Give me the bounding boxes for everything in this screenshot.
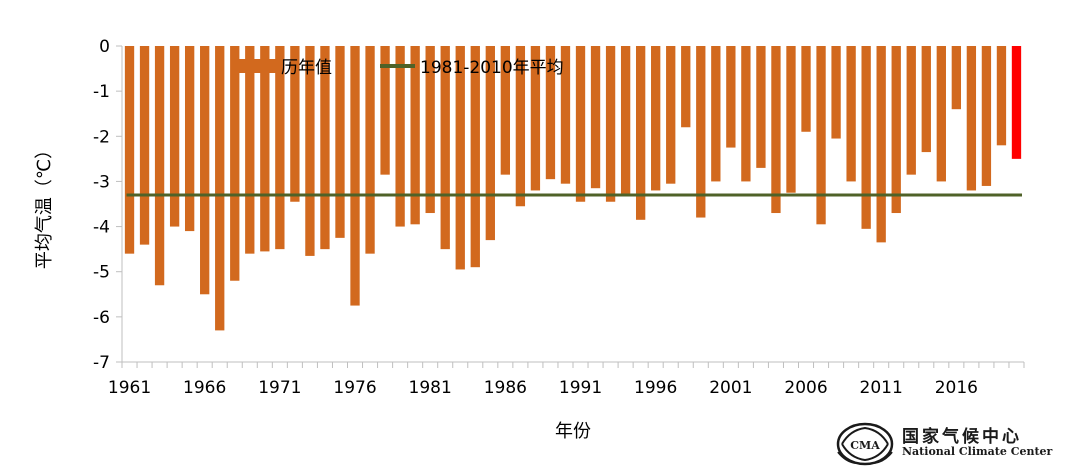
bar-2011 xyxy=(876,46,886,243)
legend: 历年值 1981-2010年平均 xyxy=(238,58,564,78)
bar-2005 xyxy=(786,46,796,193)
bar-2012 xyxy=(891,46,901,214)
bar-1999 xyxy=(696,46,706,218)
y-tick-label: -2 xyxy=(93,127,110,147)
bar-1990 xyxy=(560,46,571,184)
bar-1989 xyxy=(545,46,556,180)
bar-1998 xyxy=(681,46,691,128)
bar-1962 xyxy=(139,46,150,245)
bar-2013 xyxy=(906,46,916,175)
bar-2001 xyxy=(726,46,736,148)
y-tick-label: -4 xyxy=(93,218,110,238)
bar-1981 xyxy=(425,46,435,214)
x-tick-label: 1971 xyxy=(258,378,301,398)
bar-1997 xyxy=(666,46,676,184)
bar-1984 xyxy=(470,46,480,268)
x-tick-label: 1986 xyxy=(484,378,527,398)
bar-2006 xyxy=(801,46,811,132)
bar-1970 xyxy=(260,46,270,252)
y-tick-label: -1 xyxy=(93,82,110,102)
legend-label-bars: 历年值 xyxy=(281,58,332,78)
y-tick-label: 0 xyxy=(99,37,110,57)
x-tick-label: 2001 xyxy=(709,378,752,398)
y-tick-label: -6 xyxy=(93,308,110,328)
bar-2002 xyxy=(741,46,751,182)
bar-2007 xyxy=(816,46,826,225)
bar-1983 xyxy=(455,46,465,270)
bar-1994 xyxy=(620,46,631,195)
bar-1979 xyxy=(395,46,405,227)
bar-1965 xyxy=(184,46,195,232)
svg-text:CMA: CMA xyxy=(850,439,880,452)
bar-1961 xyxy=(124,46,135,254)
bar-1987 xyxy=(515,46,526,207)
x-tick-label: 2011 xyxy=(860,378,903,398)
bar-2009 xyxy=(846,46,856,182)
bar-2016 xyxy=(951,46,962,110)
bar-1974 xyxy=(320,46,330,250)
bar-1993 xyxy=(605,46,616,202)
bar-2010 xyxy=(861,46,871,229)
bar-1968 xyxy=(230,46,240,281)
x-tick-label: 1996 xyxy=(634,378,677,398)
legend-label-line: 1981-2010年平均 xyxy=(420,58,564,78)
bar-2014 xyxy=(921,46,931,153)
bar-2003 xyxy=(756,46,766,168)
bar-2000 xyxy=(711,46,721,182)
bar-2004 xyxy=(771,46,781,214)
x-axis: 1961 1966 1971 1976 1981 1986 1991 1996 2001 2006… xyxy=(108,361,1025,398)
bar-2018 xyxy=(981,46,992,186)
y-tick-label: -3 xyxy=(93,172,110,192)
bar-1985 xyxy=(485,46,495,241)
y-tick-label: -5 xyxy=(93,263,110,283)
bar-1964 xyxy=(169,46,180,227)
x-axis-title: 年份 xyxy=(555,421,591,442)
bar-1973 xyxy=(305,46,315,256)
x-tick-label: 1976 xyxy=(333,378,376,398)
bar-1978 xyxy=(380,46,390,175)
y-axis-title: 平均气温（℃） xyxy=(34,141,55,269)
bar-1992 xyxy=(590,46,601,189)
logo-text-cn: 国家气候中心 xyxy=(902,427,1022,447)
bar-1991 xyxy=(575,46,586,202)
x-tick-label: 1961 xyxy=(108,378,151,398)
x-tick-label: 1991 xyxy=(559,378,602,398)
x-tick-label: 2016 xyxy=(935,378,978,398)
bar-2020 xyxy=(1011,46,1022,159)
bar-1995 xyxy=(635,46,646,220)
bar-1977 xyxy=(365,46,375,254)
logo-text-en: National Climate Center xyxy=(902,445,1053,458)
bar-2008 xyxy=(831,46,841,139)
bar-2015 xyxy=(936,46,946,182)
bar-1996 xyxy=(651,46,661,191)
bar-1982 xyxy=(440,46,450,250)
bar-1976 xyxy=(350,46,360,306)
x-tick-label: 1966 xyxy=(183,378,226,398)
bar-1975 xyxy=(335,46,345,238)
bars xyxy=(124,46,1022,331)
bar-1966 xyxy=(200,46,210,295)
bar-2019 xyxy=(996,46,1007,146)
bar-1967 xyxy=(215,46,225,331)
y-tick-label: -7 xyxy=(93,353,110,373)
bar-1972 xyxy=(290,46,300,202)
x-tick-label: 1981 xyxy=(409,378,452,398)
legend-swatch-bars xyxy=(238,59,276,73)
bar-2017 xyxy=(966,46,977,191)
ncc-logo: CMA 国家气候中心 National Climate Center xyxy=(836,420,1076,470)
bar-1986 xyxy=(500,46,511,175)
bar-1980 xyxy=(410,46,420,225)
bar-1963 xyxy=(154,46,165,286)
cma-emblem-icon: CMA xyxy=(836,422,894,466)
bar-1971 xyxy=(275,46,285,250)
bar-1988 xyxy=(530,46,541,191)
x-tick-label: 2006 xyxy=(784,378,827,398)
bar-1969 xyxy=(245,46,255,254)
y-axis: 0 -1 -2 -3 -4 -5 -6 -7 xyxy=(93,37,123,373)
